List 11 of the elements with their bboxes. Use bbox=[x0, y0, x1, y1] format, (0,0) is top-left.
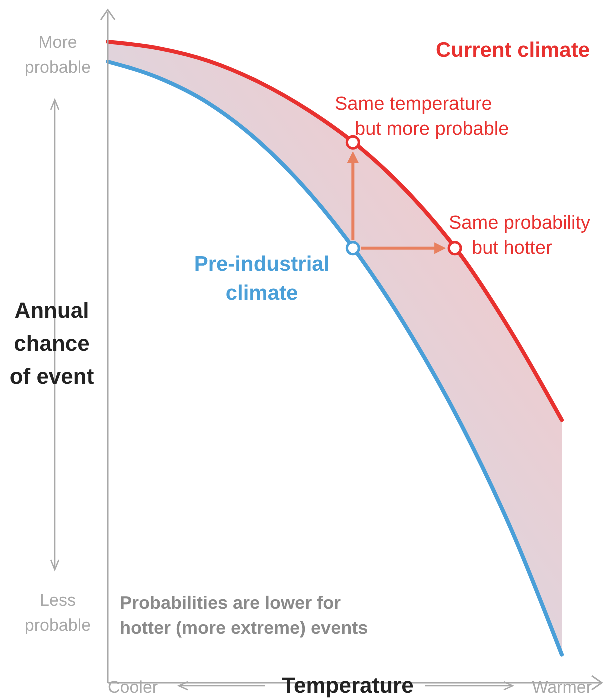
annotation: Probabilities are lower for hotter (more extreme) events bbox=[120, 593, 368, 638]
annotation: Same probability but hotter bbox=[449, 213, 592, 259]
annotation: Cooler bbox=[108, 678, 158, 697]
annotation: Same temperature but more probable bbox=[335, 94, 510, 140]
annotation: Warmer bbox=[532, 678, 592, 697]
y-axis-title: Annual chance of event bbox=[10, 298, 95, 389]
text: Less probable bbox=[24, 591, 92, 635]
series-label: Pre-industrial climate bbox=[194, 253, 330, 305]
x-axis-title: Temperature bbox=[282, 673, 414, 698]
text: More probable bbox=[24, 33, 92, 77]
text: Current climate bbox=[436, 39, 590, 62]
